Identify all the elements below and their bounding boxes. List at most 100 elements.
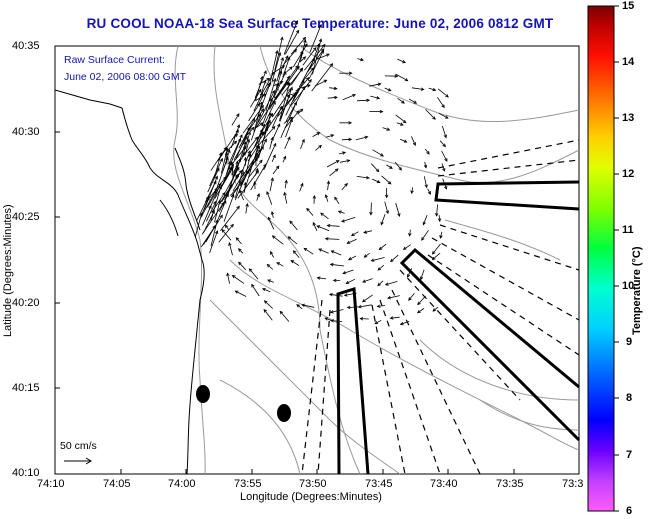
current-vector — [255, 168, 259, 176]
current-vector — [417, 308, 425, 314]
current-vector — [206, 176, 227, 203]
current-vector-head — [246, 138, 251, 143]
current-vector-head — [427, 191, 431, 195]
current-vector — [324, 317, 332, 321]
current-vector-head — [259, 122, 264, 126]
current-vector-head — [385, 210, 389, 215]
current-vector — [250, 114, 261, 141]
current-vector — [263, 113, 272, 135]
current-vector — [262, 113, 273, 132]
current-vector — [351, 231, 359, 237]
current-vector — [380, 213, 386, 225]
current-vector — [356, 99, 370, 102]
current-vector — [301, 67, 314, 83]
current-vector-head — [399, 122, 404, 126]
current-vector-head — [300, 182, 304, 187]
current-vector-head — [348, 71, 353, 75]
current-vector — [253, 102, 263, 133]
current-vector — [427, 188, 431, 195]
current-vector-head — [335, 160, 340, 164]
current-vector-head — [316, 276, 321, 280]
current-vector — [281, 68, 303, 95]
current-vector-head — [275, 50, 279, 54]
current-vector — [255, 146, 260, 154]
current-vector — [284, 136, 291, 150]
current-vector-head — [417, 301, 421, 306]
scale-label: 50 cm/s — [60, 440, 97, 452]
current-vector — [312, 39, 322, 75]
current-vector-head — [261, 288, 266, 292]
current-vector-head — [253, 181, 257, 185]
current-vector — [355, 136, 368, 141]
current-vector — [282, 156, 286, 163]
current-vector-head — [269, 97, 273, 102]
current-vector-head — [357, 304, 362, 309]
current-vector-head — [225, 156, 229, 161]
current-vector — [226, 138, 241, 175]
current-vector — [242, 136, 258, 158]
current-vector-head — [300, 50, 304, 55]
current-vector — [293, 43, 308, 68]
current-vector-head — [369, 211, 373, 216]
current-vector — [235, 127, 251, 160]
current-vector — [428, 87, 436, 91]
current-vector — [397, 58, 406, 63]
current-vector — [308, 50, 324, 80]
current-vector-head — [343, 293, 348, 297]
current-vector-head — [289, 116, 294, 121]
current-vector — [209, 158, 223, 187]
current-vector — [231, 113, 240, 126]
current-vector-head — [376, 96, 381, 100]
current-vector-head — [389, 316, 394, 320]
current-vector — [356, 176, 370, 179]
current-vector-head — [267, 216, 271, 221]
coastline — [54, 89, 205, 475]
current-vector-head — [402, 60, 407, 64]
current-vector-head — [318, 144, 322, 149]
colorbar-tick-label: 6 — [626, 505, 633, 517]
current-vector — [330, 263, 345, 267]
current-vector — [258, 78, 270, 85]
surface-current-vectors — [194, 19, 449, 326]
current-vector-head — [378, 246, 383, 251]
current-vector — [423, 176, 428, 188]
current-vector-head — [239, 181, 243, 185]
colorbar-tick-label: 7 — [626, 449, 633, 461]
current-vector — [370, 202, 372, 215]
current-vector-head — [326, 53, 330, 57]
current-vector-head — [404, 77, 409, 82]
colorbar-tick-label: 11 — [622, 224, 634, 236]
current-vector-head — [374, 320, 379, 325]
current-vector-head — [286, 75, 290, 80]
current-vector — [266, 191, 273, 205]
radar-coverage-outlines — [336, 180, 581, 475]
range-lines — [301, 139, 580, 475]
current-vector-head — [272, 154, 276, 159]
current-vector — [239, 189, 244, 201]
y-axis-label: Latitude (Degrees:Minutes) — [2, 204, 14, 337]
current-vector — [274, 65, 285, 73]
current-vector-head — [322, 43, 326, 48]
current-vector — [284, 110, 300, 129]
current-vector — [300, 139, 305, 150]
current-vector-head — [363, 230, 368, 234]
colorbar-tick-label: 10 — [622, 280, 635, 292]
current-vector-head — [211, 210, 215, 214]
current-vector — [257, 131, 265, 139]
current-vector — [238, 149, 261, 182]
current-vector — [271, 211, 274, 218]
current-vector-head — [236, 205, 240, 210]
x-tick-label: 73:55 — [234, 478, 262, 490]
current-vector — [432, 252, 441, 261]
current-vector-head — [250, 126, 255, 131]
current-vector-head — [218, 185, 222, 190]
current-vector — [283, 20, 298, 55]
x-tick-label: 74:10 — [37, 478, 65, 490]
current-vector-head — [254, 154, 258, 159]
current-vector — [341, 138, 352, 141]
current-vector-head — [321, 48, 325, 53]
current-vector — [325, 134, 334, 138]
current-vector — [315, 145, 322, 151]
current-vector — [267, 279, 274, 283]
current-vector-head — [303, 247, 308, 252]
